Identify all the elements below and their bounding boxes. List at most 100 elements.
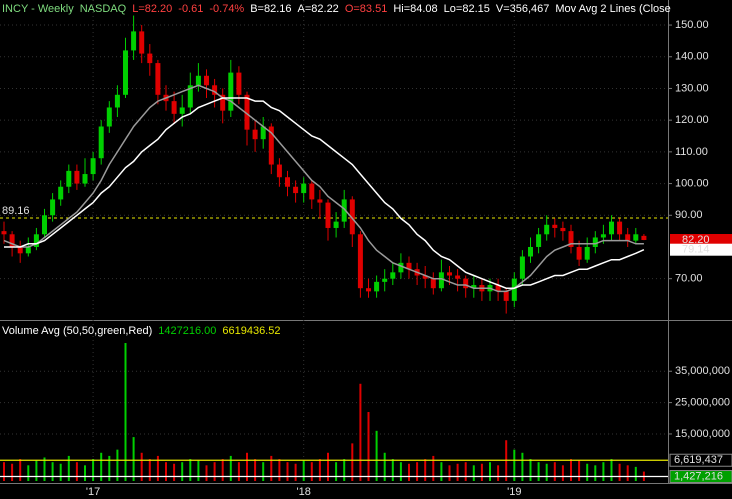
volume-bar xyxy=(537,462,540,481)
volume-bar xyxy=(286,462,289,481)
volume-bar xyxy=(383,452,386,481)
candle-body xyxy=(560,227,566,232)
x-tick-label: '17 xyxy=(86,486,100,498)
candle-body xyxy=(552,224,558,228)
price-label: 79.14 xyxy=(682,244,710,256)
volume-bar xyxy=(561,465,564,481)
header-item: -0.74% xyxy=(209,3,244,15)
header: Volume Avg (50,50,green,Red) 1427216.00 66… xyxy=(2,325,280,337)
price-label-box xyxy=(670,234,732,247)
header-item: Volume Avg (50,50,green,Red) xyxy=(2,325,152,337)
price-label: 82.20 xyxy=(682,234,710,246)
header-item: A=82.22 xyxy=(298,3,339,15)
candle-body xyxy=(390,272,396,279)
candle-body xyxy=(447,272,452,276)
candle-body xyxy=(276,164,282,178)
candle-body xyxy=(325,202,331,228)
header-item: 1427216.00 xyxy=(158,325,216,337)
y-tick-label: 25,000,000 xyxy=(675,397,730,409)
y-tick-label: 130.00 xyxy=(675,82,709,94)
volume-bar xyxy=(165,462,167,481)
candle-body xyxy=(584,246,590,260)
volume-bar xyxy=(416,462,419,481)
volume-bar xyxy=(205,465,208,481)
volume-bar xyxy=(521,452,524,481)
volume-bar xyxy=(359,383,362,481)
candle-body xyxy=(114,94,120,108)
volume-bar xyxy=(27,465,30,481)
candle-body xyxy=(544,224,550,235)
volume-bar xyxy=(35,460,38,481)
candle-body xyxy=(228,72,234,111)
candle-body xyxy=(366,288,371,292)
candle-body xyxy=(50,199,56,216)
volume-bar xyxy=(594,465,597,481)
volume-bar xyxy=(278,459,281,481)
candle-body xyxy=(147,53,153,64)
price-label-box xyxy=(670,243,732,256)
volume-bar xyxy=(310,462,313,481)
header: INCY - Weekly NASDAQ L=82.20 -0.61 -0.74% B=8… xyxy=(2,3,671,15)
candle-body xyxy=(625,234,631,241)
candle-body xyxy=(25,246,31,254)
volume-bar xyxy=(327,452,329,481)
candle-body xyxy=(374,281,380,292)
candle-body xyxy=(195,75,201,86)
y-tick-label: 110.00 xyxy=(675,146,708,158)
candle-body xyxy=(349,199,355,235)
volume-bar xyxy=(408,463,410,481)
volume-bar xyxy=(529,459,532,481)
volume-bar xyxy=(75,462,78,481)
volume-bar xyxy=(11,463,14,481)
candle-body xyxy=(333,221,339,228)
volume-bar xyxy=(67,455,70,481)
candle-body xyxy=(495,285,501,292)
volume-bar xyxy=(92,459,95,481)
volume-bar xyxy=(108,455,111,481)
candle-body xyxy=(528,246,533,257)
candle-body xyxy=(252,129,258,140)
header-item: B=82.16 xyxy=(250,3,291,15)
candle-body xyxy=(179,107,185,114)
candle-body xyxy=(301,183,307,194)
volume-bar xyxy=(294,463,297,481)
candle-body xyxy=(641,235,647,241)
y-tick-label: 140.00 xyxy=(675,51,709,63)
candle-body xyxy=(268,126,274,165)
header-item: O=83.51 xyxy=(345,3,388,15)
volume-bar xyxy=(489,462,491,481)
volume-bar xyxy=(197,460,200,481)
header-item: Lo=82.15 xyxy=(444,3,490,15)
volume-bar xyxy=(318,459,321,481)
volume-bar xyxy=(100,452,103,481)
candle-body xyxy=(260,126,266,140)
candle-body xyxy=(357,234,363,289)
candle-body xyxy=(17,246,23,254)
average-label-box xyxy=(669,470,732,484)
header-item: Mov Avg 2 Lines (Close xyxy=(555,3,670,15)
candle-body xyxy=(438,272,444,289)
candle-body xyxy=(463,278,469,289)
candle-body xyxy=(317,199,323,203)
candle-body xyxy=(503,291,509,301)
volume-bar xyxy=(246,452,248,481)
volume-bar xyxy=(43,457,46,481)
volume-bar xyxy=(229,455,232,481)
candle-body xyxy=(42,215,47,235)
candle-body xyxy=(519,256,525,279)
average-label: 1,427,216 xyxy=(674,470,723,482)
y-tick-label: 90.00 xyxy=(675,209,703,221)
candle-body xyxy=(382,278,388,282)
volume-bar xyxy=(578,460,581,481)
y-tick-label: 15,000,000 xyxy=(675,428,730,440)
volume-bar xyxy=(156,455,159,481)
y-tick-label: 70.00 xyxy=(675,273,703,285)
candle-body xyxy=(609,221,614,235)
candle-body xyxy=(600,234,606,238)
candle-body xyxy=(106,107,112,127)
candle-body xyxy=(293,186,299,194)
candle-body xyxy=(82,174,88,184)
volume-bar xyxy=(132,437,135,481)
volume-bar xyxy=(480,463,483,481)
